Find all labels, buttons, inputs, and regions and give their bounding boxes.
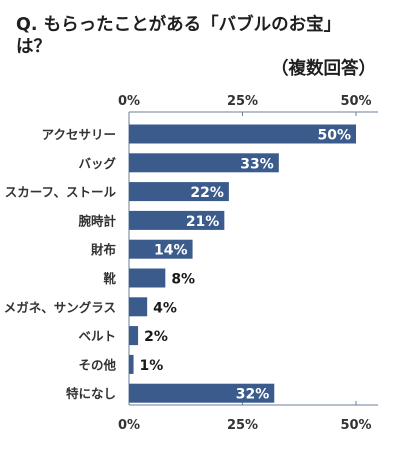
bottom-tick-label: 50% (340, 418, 371, 433)
bottom-axis-ticks: 0% 25% 50% (118, 401, 372, 433)
bar (129, 383, 275, 403)
chart-title: Q. もらったことがある「バブルのお宝」は？ （複数回答） (16, 14, 376, 80)
bottom-tick-label: 25% (227, 418, 258, 433)
bars (129, 124, 356, 403)
category-label: メガネ、サングラス (4, 300, 116, 315)
top-tick-label: 50% (340, 94, 371, 109)
value-label: 2% (144, 329, 168, 345)
top-tick-label: 0% (118, 94, 140, 109)
top-axis-ticks: 0% 25% 50% (118, 94, 372, 116)
chart-title-line2: （複数回答） (271, 59, 376, 79)
category-label: その他 (78, 357, 116, 372)
value-label: 32% (236, 387, 270, 403)
bar (129, 124, 356, 144)
category-label: アクセサリー (42, 127, 116, 142)
value-label: 1% (140, 358, 164, 374)
value-label: 21% (186, 214, 220, 230)
category-labels: アクセサリーバッグスカーフ、ストール腕時計財布靴メガネ、サングラスベルトその他特… (4, 127, 117, 401)
category-label: 特になし (66, 386, 116, 401)
value-label: 50% (317, 128, 351, 144)
value-labels: 50% 33% 22% 21% 14% 8% 4% 2% 1% 32% (140, 128, 351, 403)
bottom-tick-label: 0% (118, 418, 140, 433)
bar (129, 239, 193, 259)
bar (129, 268, 166, 288)
category-label: スカーフ、ストール (5, 185, 117, 200)
value-label: 14% (154, 243, 188, 259)
bar (129, 153, 279, 173)
bar (129, 354, 134, 374)
category-label: 腕時計 (78, 213, 116, 228)
bar (129, 182, 229, 202)
bar (129, 297, 148, 317)
top-tick-label: 25% (227, 94, 258, 109)
value-label: 8% (171, 272, 195, 288)
bar (129, 210, 225, 230)
category-label: バッグ (78, 156, 116, 171)
value-label: 4% (153, 300, 177, 316)
category-label: 財布 (90, 242, 117, 257)
category-label: ベルト (78, 329, 116, 344)
value-label: 33% (240, 156, 274, 172)
category-label: 靴 (103, 271, 116, 286)
value-label: 22% (190, 185, 224, 201)
chart-title-line1: Q. もらったことがある「バブルのお宝」は？ (16, 15, 342, 57)
bar (129, 326, 139, 346)
